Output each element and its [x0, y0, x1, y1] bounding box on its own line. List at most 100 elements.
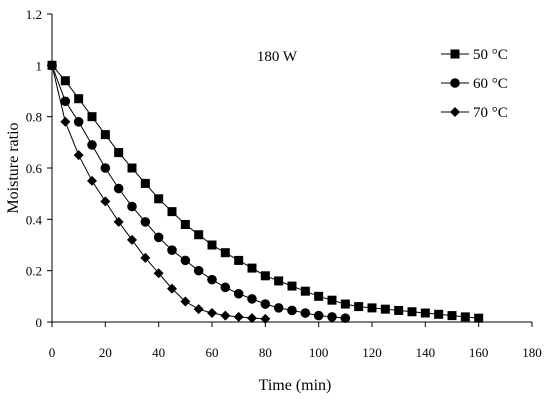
- data-point-50c: [474, 313, 484, 323]
- data-point-60c: [153, 232, 164, 243]
- data-point-60c: [73, 117, 84, 127]
- data-point-50c: [234, 255, 244, 265]
- y-tick-label: 1.2: [26, 7, 42, 22]
- data-point-50c: [380, 304, 390, 314]
- data-point-60c: [180, 255, 191, 266]
- tick-marks: 0 20 40 60 80 100 120 140 160 180 0 0.2 0.4 0.6 0.8 1 1.…: [26, 7, 542, 360]
- data-point-60c: [87, 140, 97, 150]
- x-tick-label: 20: [99, 345, 112, 360]
- data-point-60c: [273, 303, 284, 313]
- data-point-50c: [194, 230, 204, 240]
- data-point-60c: [207, 274, 217, 285]
- y-tick-label: 0.6: [26, 161, 43, 176]
- data-point-60c: [233, 288, 244, 299]
- data-point-60c: [300, 308, 311, 318]
- y-tick-label: 0: [36, 315, 43, 330]
- data-point-50c: [327, 295, 337, 305]
- data-point-50c: [314, 291, 324, 301]
- data-point-70c: [247, 313, 257, 324]
- y-tick-label: 0.8: [26, 110, 42, 125]
- x-tick-label: 40: [152, 345, 165, 360]
- y-tick-label: 0.2: [26, 264, 42, 279]
- data-point-60c: [167, 245, 177, 255]
- data-point-50c: [354, 302, 364, 312]
- data-point-60c: [113, 183, 124, 194]
- data-point-50c: [434, 309, 444, 319]
- x-tick-label: 60: [206, 345, 219, 360]
- x-tick-label: 0: [49, 345, 56, 360]
- data-point-50c: [114, 148, 124, 158]
- data-point-50c: [394, 305, 404, 315]
- x-axis-title: Time (min): [259, 377, 332, 394]
- data-point-50c: [460, 312, 470, 322]
- data-point-50c: [154, 194, 164, 204]
- data-point-60c: [127, 201, 137, 212]
- data-point-50c: [260, 271, 270, 281]
- data-point-50c: [167, 207, 177, 217]
- data-point-60c: [327, 312, 337, 322]
- legend-item-50c: 50 °C: [441, 47, 508, 63]
- x-tick-label: 120: [362, 345, 382, 360]
- series-50c: [47, 60, 484, 323]
- data-point-50c: [127, 163, 137, 173]
- x-tick-label: 160: [469, 345, 489, 360]
- data-point-50c: [140, 178, 150, 188]
- x-tick-label: 100: [309, 345, 329, 360]
- legend-item-60c: 60 °C: [441, 76, 508, 92]
- series-line-60c: [51, 65, 346, 319]
- data-point-60c: [313, 310, 324, 321]
- y-axis-title: Moisture ratio: [5, 122, 22, 213]
- y-tick-label: 0.4: [26, 212, 43, 227]
- data-point-50c: [247, 263, 257, 273]
- series-70c: [47, 60, 271, 324]
- data-point-70c: [193, 304, 204, 315]
- data-point-50c: [407, 307, 417, 317]
- data-point-50c: [274, 276, 284, 286]
- data-point-70c: [60, 116, 71, 127]
- data-point-60c: [340, 313, 351, 323]
- data-point-60c: [260, 299, 271, 309]
- data-point-50c: [74, 94, 84, 104]
- data-point-70c: [127, 234, 137, 245]
- data-point-70c: [87, 175, 97, 186]
- data-point-50c: [340, 299, 350, 309]
- data-point-50c: [220, 248, 230, 258]
- power-annotation: 180 W: [257, 49, 298, 65]
- data-point-60c: [60, 96, 71, 107]
- legend-label: 60 °C: [473, 76, 508, 92]
- series-line-70c: [51, 65, 266, 320]
- data-point-50c: [60, 76, 70, 86]
- data-point-50c: [447, 311, 457, 321]
- data-point-60c: [193, 265, 204, 276]
- x-tick-label: 180: [522, 345, 542, 360]
- data-point-70c: [47, 60, 57, 71]
- y-tick-label: 1: [36, 58, 43, 73]
- series-layer: [47, 60, 484, 324]
- legend-marker-60c: [450, 78, 460, 88]
- data-point-60c: [247, 294, 257, 304]
- data-point-60c: [287, 305, 297, 316]
- legend-marker-50c: [450, 49, 460, 59]
- data-point-70c: [73, 150, 84, 161]
- data-point-70c: [233, 311, 244, 322]
- data-point-70c: [113, 216, 124, 227]
- data-point-70c: [100, 196, 111, 207]
- data-point-50c: [180, 219, 190, 229]
- data-point-50c: [207, 240, 217, 250]
- data-point-60c: [140, 217, 151, 227]
- x-tick-label: 140: [416, 345, 436, 360]
- legend-label: 70 °C: [473, 105, 508, 121]
- data-point-50c: [420, 308, 430, 318]
- data-point-70c: [180, 296, 191, 307]
- data-point-70c: [153, 268, 164, 279]
- series-60c: [47, 60, 351, 323]
- legend: 50 °C 60 °C 70 °C: [441, 47, 508, 121]
- data-point-50c: [100, 130, 110, 140]
- legend-label: 50 °C: [473, 47, 508, 63]
- data-point-50c: [87, 112, 97, 122]
- data-point-50c: [300, 286, 310, 296]
- data-point-60c: [100, 163, 111, 173]
- data-point-70c: [220, 310, 231, 321]
- legend-item-70c: 70 °C: [441, 105, 508, 121]
